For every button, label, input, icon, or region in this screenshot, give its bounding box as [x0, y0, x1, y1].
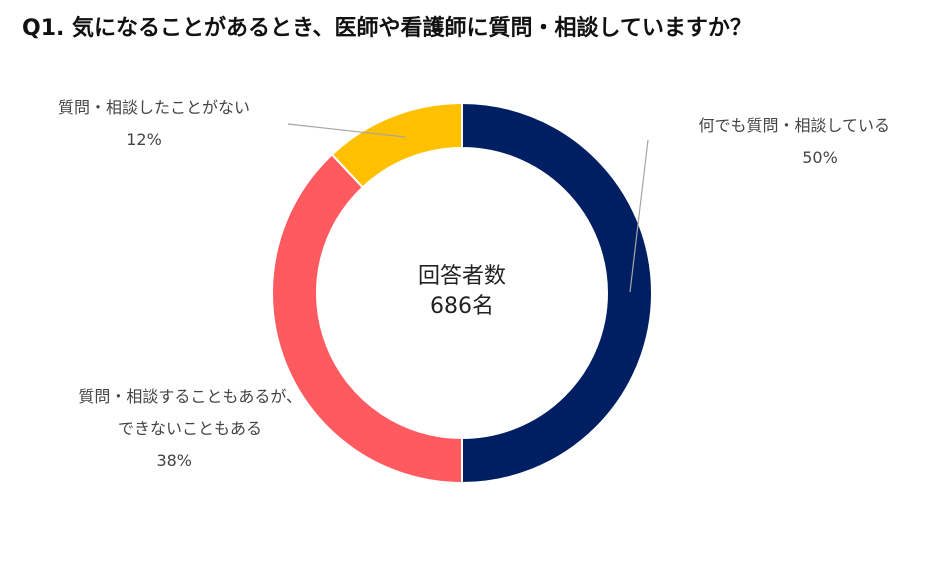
slice-label-always: 何でも質問・相談している 50%: [650, 110, 890, 174]
center-label-line1: 回答者数: [417, 264, 506, 289]
donut-slices: [271, 101, 653, 485]
slice-label-text-line2: できないこともある: [117, 419, 262, 438]
slice-label-text-line1: 質問・相談することもあるが、: [78, 387, 302, 406]
slice-sometimes: [271, 153, 463, 485]
center-label: 回答者数 686名: [362, 262, 562, 322]
slice-label-sometimes: 質問・相談することもあるが、 できないこともある 38%: [0, 381, 302, 477]
slice-label-never: 質問・相談したことがない 12%: [34, 92, 274, 156]
center-label-line2: 686名: [430, 294, 494, 319]
leader-line-always: [629, 139, 649, 293]
chart-title: Q1. 気になることがあるとき、医師や看護師に質問・相談していますか？: [22, 16, 752, 41]
slice-label-percent: 50%: [802, 148, 838, 167]
slice-label-percent: 12%: [126, 130, 162, 149]
slice-label-text: 質問・相談したことがない: [57, 98, 250, 117]
slice-label-text: 何でも質問・相談している: [698, 116, 890, 135]
slice-always: [461, 101, 653, 485]
slice-label-percent: 38%: [156, 451, 192, 470]
leader-lines: [287, 123, 649, 293]
slice-never: [330, 101, 463, 189]
leader-line-never: [287, 123, 406, 138]
